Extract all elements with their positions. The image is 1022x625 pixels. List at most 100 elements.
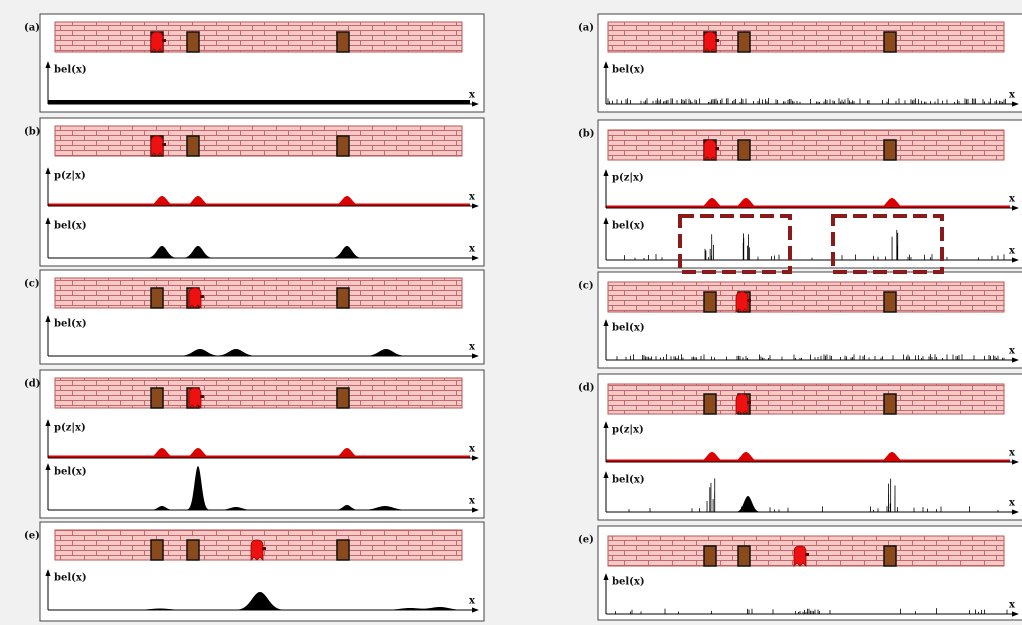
robot-sensor	[162, 39, 166, 42]
door	[884, 292, 896, 312]
door	[151, 540, 163, 560]
door	[187, 32, 199, 52]
robot	[794, 546, 806, 566]
door	[704, 292, 716, 312]
door	[151, 288, 163, 308]
axis-label: x	[1009, 346, 1016, 357]
wall	[608, 282, 1004, 312]
robot	[189, 388, 201, 408]
panel-label: (d)	[578, 383, 594, 394]
door	[337, 136, 349, 156]
robot	[736, 394, 748, 414]
robot	[151, 136, 163, 156]
robot-sensor	[805, 553, 809, 556]
plot-label: p(z|x)	[612, 173, 644, 184]
wall	[55, 378, 462, 408]
panel: (c) bel(x) x	[24, 270, 484, 364]
door	[704, 546, 716, 566]
panel-label: (e)	[578, 535, 594, 546]
axis-label: x	[1009, 90, 1016, 101]
panel: (a) bel(x) x	[24, 14, 484, 112]
robot	[704, 140, 716, 160]
plot-label: bel(x)	[612, 475, 645, 486]
robot	[251, 540, 263, 560]
panel-label: (a)	[24, 23, 40, 34]
robot-sensor	[715, 39, 719, 42]
panel-label: (b)	[578, 129, 594, 140]
door	[884, 394, 896, 414]
door	[738, 32, 750, 52]
wall	[55, 22, 462, 52]
axis-label: x	[1009, 448, 1016, 459]
page: (a)bel(x)x(b)p(z|x)xbel(x)x(c)bel(x)x(d)…	[0, 0, 1022, 625]
axis-label: x	[1009, 194, 1016, 205]
robot-sensor	[747, 401, 751, 404]
plot-label: p(z|x)	[54, 171, 86, 182]
panel: (d) p(z|x) x bel(x) x	[578, 374, 1022, 520]
panel-label: (e)	[24, 531, 40, 542]
wall	[55, 126, 462, 156]
panel: (d) p(z|x) x bel(x) x	[24, 370, 484, 518]
plot-label: bel(x)	[54, 467, 87, 478]
door	[337, 288, 349, 308]
wall	[608, 384, 1004, 414]
axis-label: x	[469, 192, 476, 203]
door	[884, 140, 896, 160]
door	[704, 394, 716, 414]
axis-label: x	[469, 244, 476, 255]
panel-label: (c)	[578, 281, 594, 292]
door	[884, 32, 896, 52]
panel: (c) bel(x) x	[578, 272, 1022, 368]
axis-label: x	[469, 90, 476, 101]
curve	[48, 100, 470, 104]
door	[187, 540, 199, 560]
panel: (b) p(z|x) x bel(x) x	[578, 120, 1022, 268]
panel-label: (c)	[24, 279, 40, 290]
plot-label: p(z|x)	[612, 425, 644, 436]
door	[187, 136, 199, 156]
axis-label: x	[469, 596, 476, 607]
plot-label: bel(x)	[54, 221, 87, 232]
robot-sensor	[200, 295, 204, 298]
plot-label: bel(x)	[612, 221, 645, 232]
plot-label: bel(x)	[612, 323, 645, 334]
axis-label: x	[469, 444, 476, 455]
panel: (b) p(z|x) x bel(x) x	[24, 118, 484, 266]
door	[337, 388, 349, 408]
panel-label: (d)	[24, 379, 40, 390]
panel: (e) bel(x) x	[578, 526, 1022, 620]
plot-label: p(z|x)	[54, 423, 86, 434]
plot-label: bel(x)	[54, 65, 87, 76]
robot-sensor	[162, 143, 166, 146]
plot-label: bel(x)	[612, 65, 645, 76]
robot-sensor	[200, 395, 204, 398]
panel: (e) bel(x) x	[24, 522, 484, 621]
axis-label: x	[1009, 498, 1016, 509]
wall	[608, 22, 1004, 52]
door	[337, 32, 349, 52]
wall	[608, 130, 1004, 160]
robot-sensor	[262, 547, 266, 550]
axis-label: x	[1009, 246, 1016, 257]
robot	[189, 288, 201, 308]
panel-label: (b)	[24, 127, 40, 138]
axis-label: x	[469, 342, 476, 353]
figure: (a)bel(x)x(b)p(z|x)xbel(x)x(c)bel(x)x(d)…	[0, 0, 1022, 625]
plot-label: bel(x)	[54, 319, 87, 330]
plot-label: bel(x)	[612, 577, 645, 588]
robot	[704, 32, 716, 52]
robot-sensor	[747, 299, 751, 302]
robot-sensor	[715, 147, 719, 150]
robot	[151, 32, 163, 52]
robot	[736, 292, 748, 312]
plot-label: bel(x)	[54, 573, 87, 584]
panel: (a) bel(x) x	[578, 14, 1022, 112]
panel-label: (a)	[578, 23, 594, 34]
axis-label: x	[1009, 600, 1016, 611]
door	[337, 540, 349, 560]
door	[151, 388, 163, 408]
door	[738, 140, 750, 160]
axis-label: x	[469, 496, 476, 507]
door	[884, 546, 896, 566]
door	[738, 546, 750, 566]
